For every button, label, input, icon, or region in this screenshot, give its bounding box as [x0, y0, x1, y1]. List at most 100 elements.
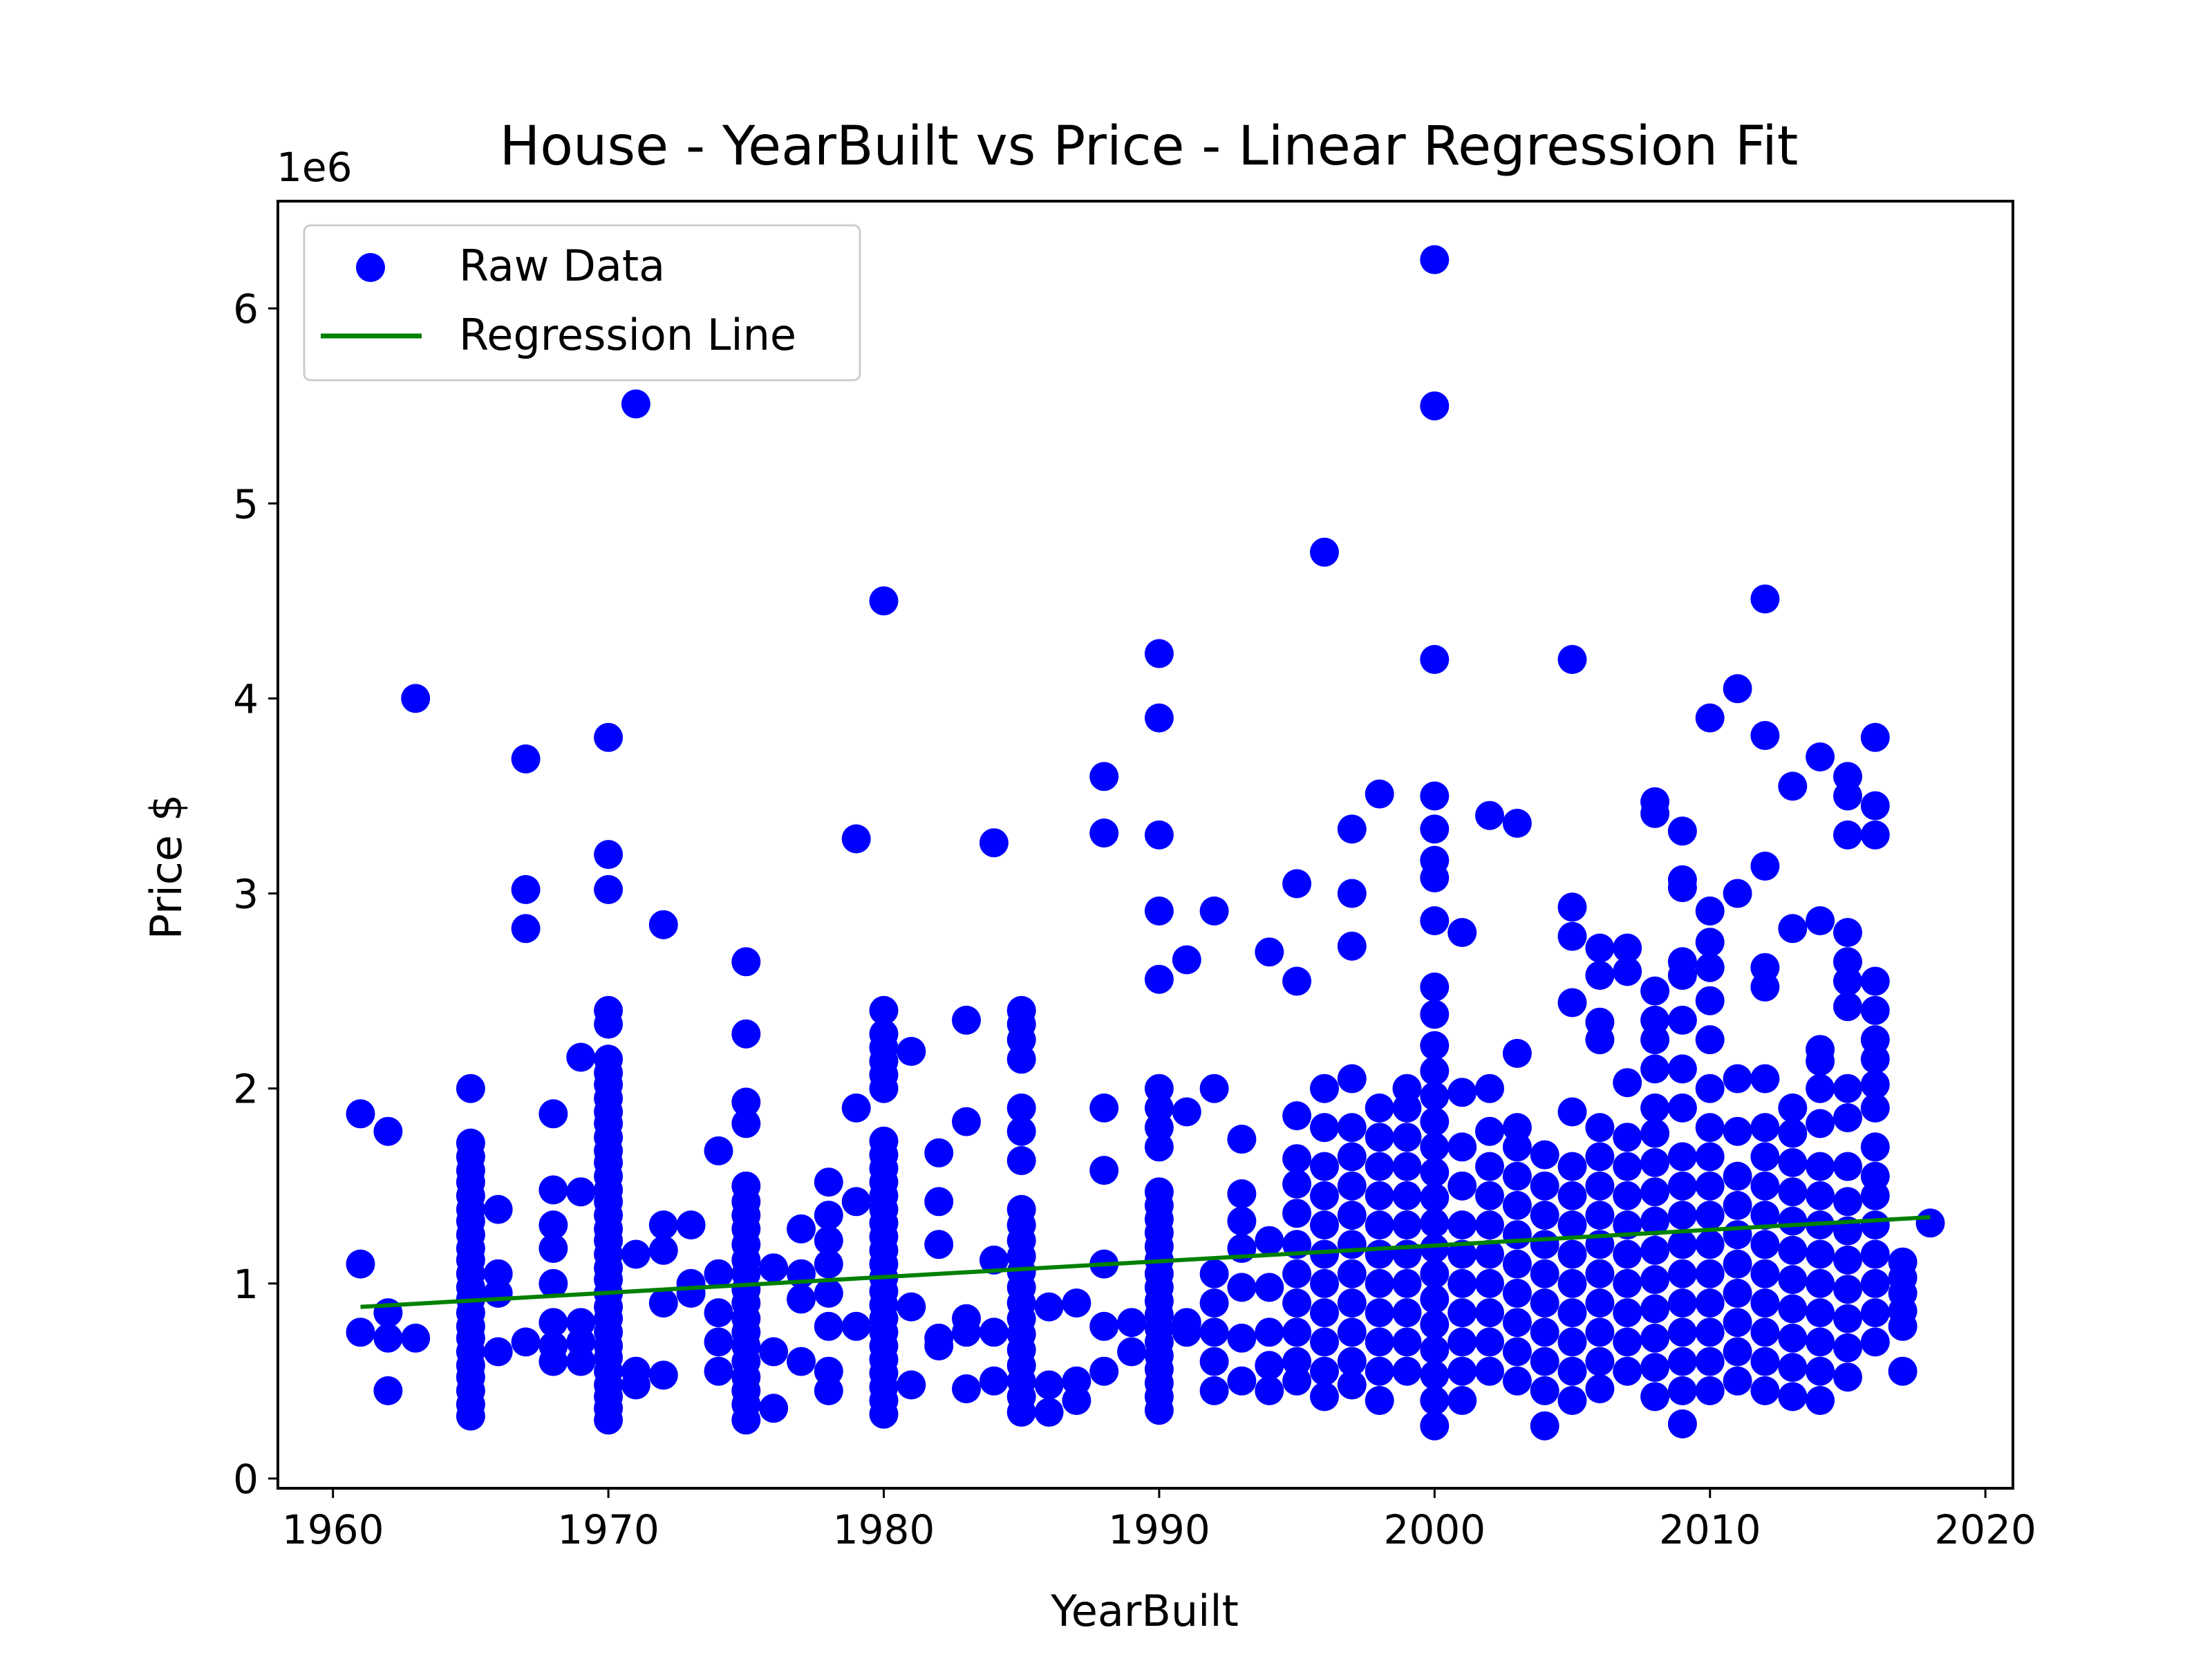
data-point: [897, 1370, 926, 1400]
data-point: [814, 1311, 843, 1341]
data-point: [1475, 800, 1504, 830]
data-point: [1310, 1113, 1339, 1143]
data-point: [1806, 1327, 1835, 1357]
data-point: [704, 1327, 733, 1357]
data-point: [1778, 1382, 1808, 1412]
data-point: [648, 1288, 678, 1318]
data-point: [1420, 845, 1450, 875]
data-point: [1392, 1356, 1422, 1386]
data-point: [1310, 1356, 1339, 1386]
data-point: [979, 1366, 1009, 1396]
data-point: [1585, 1347, 1615, 1376]
data-point: [1888, 1247, 1918, 1277]
data-point: [1337, 1064, 1367, 1094]
data-point: [1750, 721, 1780, 750]
data-point: [1392, 1239, 1422, 1269]
x-tick-label: 1980: [833, 1506, 935, 1553]
data-point: [1778, 1177, 1808, 1207]
data-point: [1255, 1226, 1284, 1255]
data-point: [1530, 1140, 1559, 1170]
data-point: [1172, 1308, 1201, 1338]
data-point: [1420, 245, 1450, 274]
data-point: [1833, 992, 1862, 1022]
x-tick-label: 1970: [557, 1506, 659, 1553]
data-point: [1062, 1288, 1091, 1318]
data-point: [1860, 1268, 1890, 1298]
data-point: [1089, 1093, 1119, 1123]
data-point: [1475, 1327, 1504, 1357]
data-point: [1778, 1323, 1808, 1353]
data-point: [1806, 1181, 1835, 1210]
data-point: [1750, 1230, 1780, 1259]
data-point: [1695, 986, 1725, 1015]
y-axis-label: Price $: [141, 794, 191, 939]
data-point: [1475, 1298, 1504, 1328]
data-point: [1420, 1031, 1450, 1060]
data-point: [1723, 1190, 1752, 1220]
data-point: [401, 684, 431, 713]
data-point: [1667, 1376, 1697, 1405]
data-point: [1199, 1347, 1229, 1376]
data-point: [1750, 1259, 1780, 1288]
data-point: [1833, 1275, 1862, 1304]
data-point: [869, 1019, 899, 1049]
data-point: [1860, 820, 1890, 850]
data-point: [1613, 1298, 1642, 1328]
data-point: [1447, 1298, 1477, 1328]
data-point: [1750, 584, 1780, 614]
data-point: [1365, 1152, 1394, 1181]
data-point: [1667, 1054, 1697, 1084]
data-point: [1199, 896, 1229, 926]
data-point: [1530, 1171, 1559, 1201]
data-point: [1447, 1171, 1477, 1201]
data-point: [1860, 722, 1890, 752]
data-point: [1640, 1353, 1670, 1382]
data-point: [1640, 1323, 1670, 1353]
data-point: [1613, 1356, 1642, 1386]
data-point: [1833, 1074, 1862, 1103]
data-point: [1337, 931, 1367, 961]
data-point: [1585, 1374, 1615, 1404]
data-point: [1034, 1292, 1064, 1322]
data-point: [1337, 879, 1367, 908]
data-point: [1723, 1249, 1752, 1279]
data-point: [814, 1168, 843, 1197]
data-point: [1695, 953, 1725, 982]
data-point: [1778, 1093, 1808, 1123]
regression-line: [360, 1215, 1931, 1309]
data-point: [787, 1214, 816, 1244]
data-point: [1475, 1356, 1504, 1386]
data-point: [1502, 1308, 1532, 1338]
data-point: [1723, 674, 1752, 704]
data-point: [1557, 1097, 1587, 1127]
data-point: [1530, 1201, 1559, 1230]
x-axis-label: YearBuilt: [1050, 1586, 1239, 1636]
data-point: [924, 1138, 954, 1168]
data-point: [841, 824, 871, 854]
data-point: [1420, 1000, 1450, 1029]
data-point: [1530, 1230, 1559, 1259]
data-point: [1640, 1177, 1670, 1207]
data-point: [1833, 1362, 1862, 1392]
data-point: [1310, 1074, 1339, 1103]
data-point: [1860, 1298, 1890, 1328]
data-point: [1640, 1147, 1670, 1177]
data-point: [1337, 1230, 1367, 1259]
data-point: [1585, 933, 1615, 963]
data-point: [1557, 921, 1587, 951]
data-point: [952, 1374, 981, 1404]
data-point: [1420, 1386, 1450, 1415]
data-point: [1420, 1081, 1450, 1111]
data-point: [1613, 1239, 1642, 1269]
y-tick-label: 4: [233, 675, 259, 722]
data-point: [621, 1356, 650, 1386]
data-point: [346, 1099, 375, 1129]
data-point: [1475, 1239, 1504, 1269]
data-point: [373, 1323, 403, 1353]
data-point: [787, 1284, 816, 1314]
data-point: [1860, 1327, 1890, 1357]
data-point: [1860, 1161, 1890, 1191]
data-point: [1365, 1268, 1394, 1298]
data-point: [1420, 1284, 1450, 1314]
data-point: [1640, 1093, 1670, 1123]
